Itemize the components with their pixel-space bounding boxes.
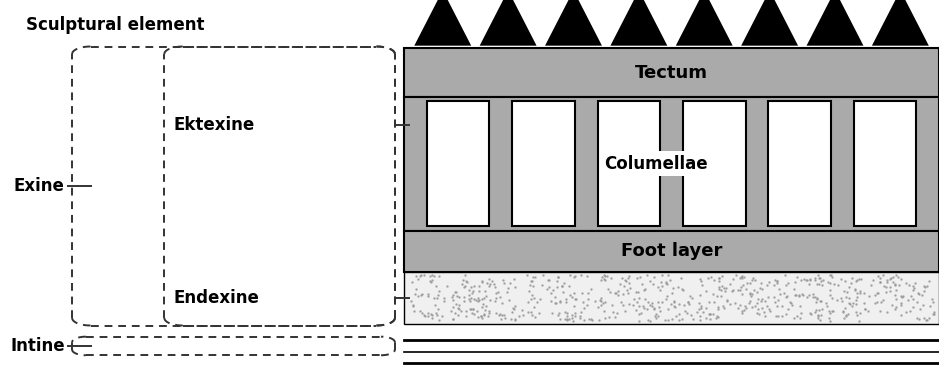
Polygon shape: [482, 0, 535, 45]
Text: Endexine: Endexine: [174, 289, 259, 307]
Bar: [404, 272, 939, 324]
Bar: [404, 97, 939, 231]
Polygon shape: [612, 0, 666, 45]
Text: Intine: Intine: [10, 337, 65, 355]
Bar: [597, 101, 660, 226]
Polygon shape: [808, 0, 862, 45]
Bar: [426, 101, 489, 226]
Text: Columellae: Columellae: [604, 155, 707, 173]
Polygon shape: [873, 0, 927, 45]
Bar: [768, 101, 831, 226]
Text: Tectum: Tectum: [635, 64, 708, 81]
Text: Sculptural element: Sculptural element: [26, 16, 205, 34]
Bar: [404, 231, 939, 272]
Polygon shape: [416, 0, 470, 45]
Polygon shape: [743, 0, 796, 45]
Polygon shape: [546, 0, 600, 45]
Text: Exine: Exine: [14, 177, 65, 195]
Bar: [404, 48, 939, 97]
Bar: [854, 101, 916, 226]
Bar: [512, 101, 575, 226]
Bar: [683, 101, 746, 226]
Text: Ektexine: Ektexine: [174, 116, 254, 134]
Text: Foot layer: Foot layer: [621, 242, 722, 260]
Polygon shape: [678, 0, 731, 45]
